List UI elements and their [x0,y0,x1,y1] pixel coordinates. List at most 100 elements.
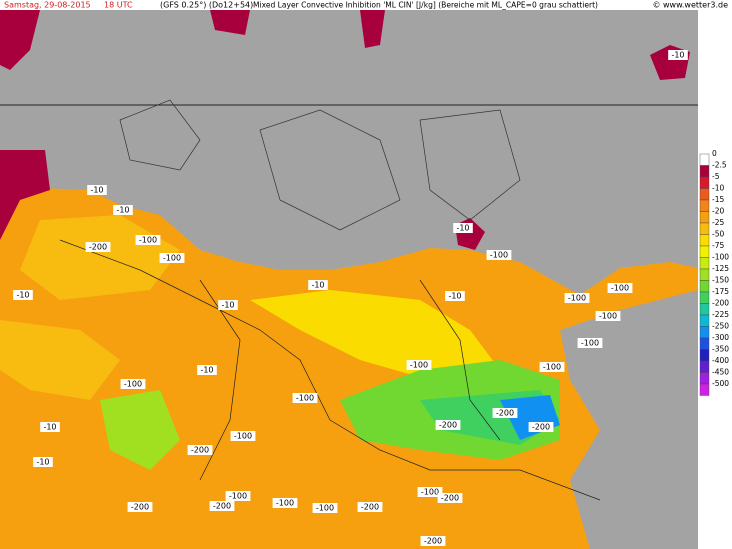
contour-label: -200 [131,503,149,512]
legend-swatch [699,349,710,362]
legend-swatch [699,199,710,212]
legend-swatch [699,165,710,178]
contour-label: -10 [36,458,49,467]
contour-label-box [312,503,338,513]
contour-label-box [668,50,688,60]
contour-label-box [87,185,107,195]
contour-label-box [492,408,518,418]
legend-swatch [699,280,710,293]
contour-label-box [272,498,298,508]
contour-label: -200 [532,423,550,432]
contour-label-box [357,502,383,512]
legend-label: 0 [712,149,717,158]
contour-label: -200 [441,494,459,503]
contour-label-box [417,487,443,497]
legend-label: -75 [712,241,724,250]
legend-swatch [699,268,710,281]
contour-label-box [127,502,153,512]
contour-label-box [406,360,432,370]
contour-label: -10 [90,186,103,195]
contour-label: -100 [581,339,599,348]
contour-label-box [209,501,235,511]
legend-label: -450 [712,368,729,377]
contour-label-box [308,280,328,290]
contour-label-box [40,422,60,432]
contour-label-box [577,338,603,348]
legend-swatch [699,383,710,396]
contour-label-box [437,493,463,503]
legend-label: -150 [712,276,729,285]
legend-swatch [699,211,710,224]
header-title: Mixed Layer Convective Inhibition 'ML CI… [253,1,598,10]
legend-label: -10 [712,184,724,193]
contour-label: -10 [16,291,29,300]
contour-label: -100 [410,361,428,370]
header-site: © www.wetter3.de [652,1,728,10]
legend-label: -25 [712,218,724,227]
cin-field [0,10,698,549]
legend-swatch [699,291,710,304]
contour-label: -100 [296,394,314,403]
legend-swatch [699,314,710,327]
contour-label-box [13,290,33,300]
contour-label: -10 [116,206,129,215]
contour-label: -100 [568,294,586,303]
contour-label: -200 [191,446,209,455]
contour-label-box [564,293,590,303]
contour-label-box [197,365,217,375]
contour-label: -200 [424,537,442,546]
contour-label-box [85,242,111,252]
contour-label: -100 [490,251,508,260]
legend-label: -400 [712,356,729,365]
header-date: Samstag, 29-08-2015 [4,1,91,10]
contour-label-box [113,205,133,215]
legend-swatch [699,326,710,339]
legend-swatch [699,153,710,166]
legend-label: -20 [712,207,724,216]
contour-label-box [218,300,238,310]
contour-label-box [453,223,473,233]
contour-label: -10 [200,366,213,375]
contour-label-box [420,536,446,546]
legend-label: -300 [712,333,729,342]
legend-label: -15 [712,195,724,204]
legend-label: -5 [712,172,720,181]
contour-label-box [292,393,318,403]
contour-label-box [230,431,256,441]
contour-label: -100 [124,380,142,389]
contour-label-box [595,311,621,321]
legend-swatch [699,360,710,373]
contour-label-box [528,422,554,432]
legend-label: -225 [712,310,729,319]
contour-label: -10 [671,51,684,60]
contour-label-box [435,420,461,430]
legend-label: -50 [712,230,724,239]
contour-label: -100 [163,254,181,263]
legend-label: -500 [712,379,729,388]
legend-label: -2.5 [712,161,727,170]
contour-label-box [187,445,213,455]
contour-label: -200 [213,502,231,511]
legend-swatch [699,222,710,235]
legend-swatch [699,188,710,201]
contour-label: -10 [43,423,56,432]
contour-label: -100 [234,432,252,441]
legend-label: -200 [712,299,729,308]
header-time: 18 UTC [104,1,133,10]
contour-label: -100 [599,312,617,321]
contour-label: -100 [316,504,334,513]
contour-label-box [120,379,146,389]
contour-label-box [225,491,251,501]
contour-label: -100 [276,499,294,508]
legend-swatch [699,245,710,258]
contour-label: -200 [361,503,379,512]
contour-label: -100 [611,284,629,293]
contour-label: -100 [543,363,561,372]
contour-label: -100 [229,492,247,501]
legend-label: -125 [712,264,729,273]
contour-label: -10 [456,224,469,233]
contour-labels: -10-10-10-10-10-10-10-10-10-10-10-100-20… [13,50,688,546]
contour-label-box [135,235,161,245]
legend-swatch [699,234,710,247]
